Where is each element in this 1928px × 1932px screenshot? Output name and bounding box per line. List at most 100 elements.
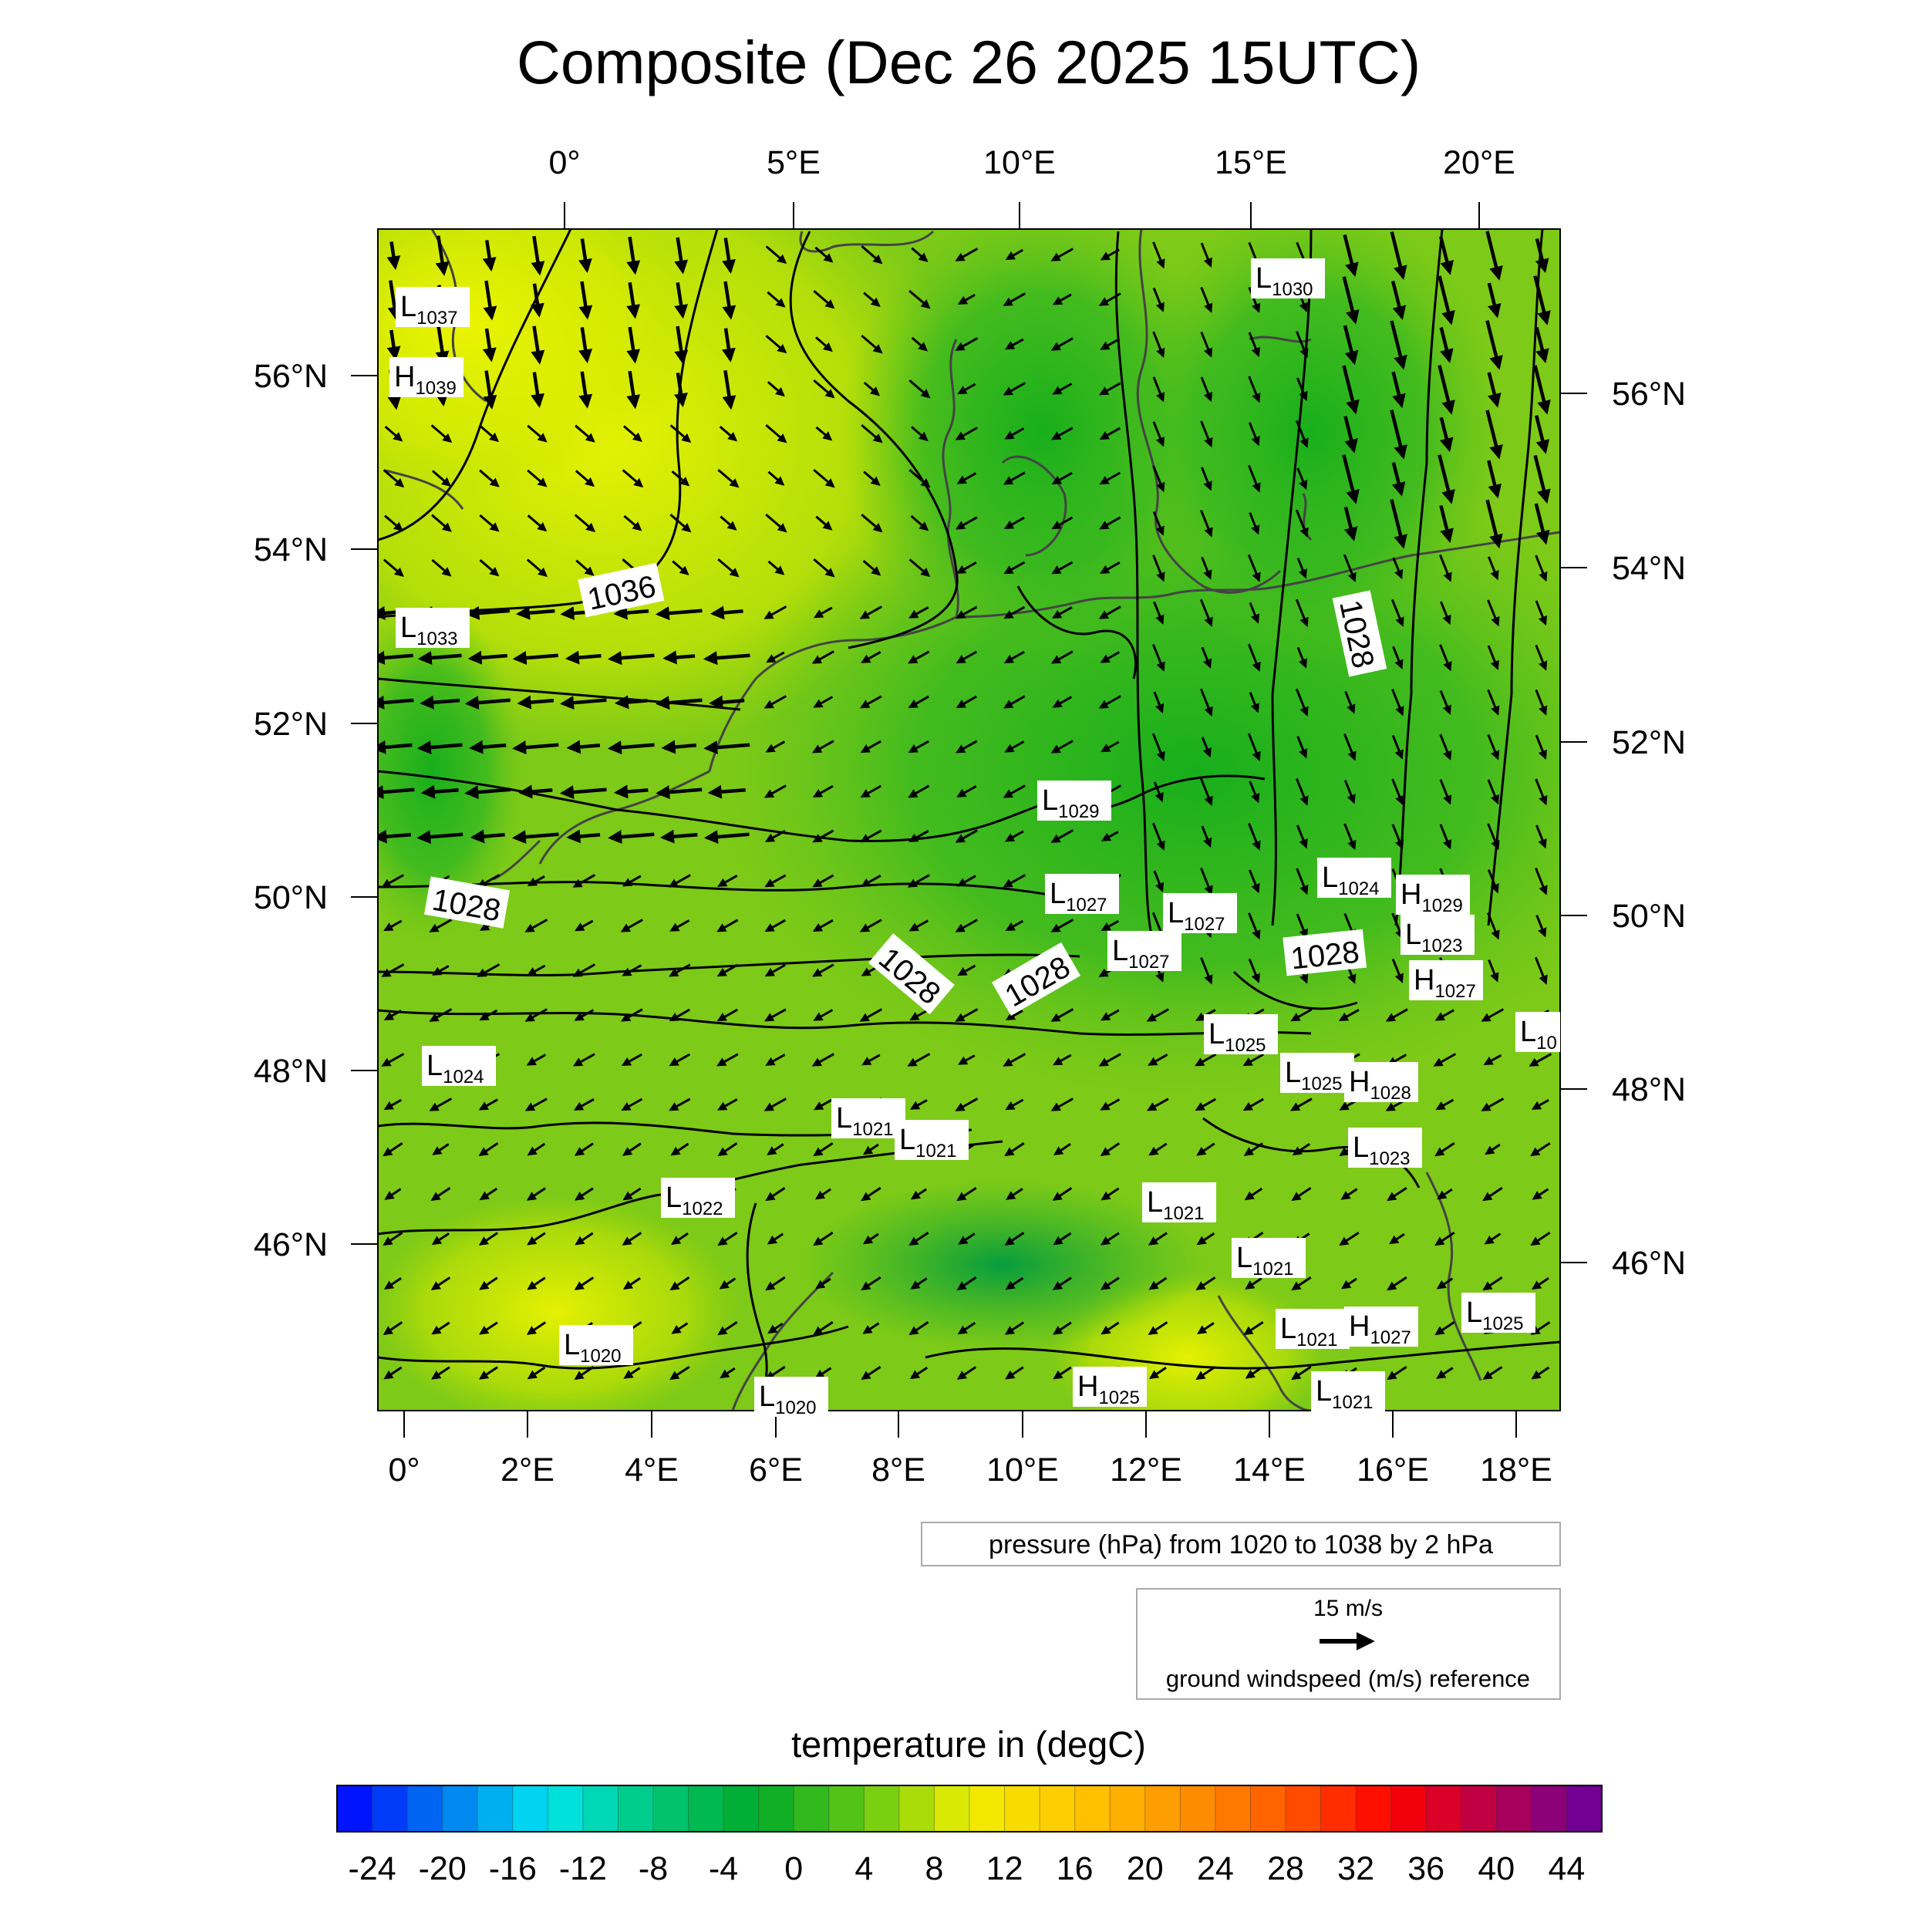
wind-arrow bbox=[1006, 1188, 1023, 1200]
wind-arrow bbox=[1296, 377, 1308, 402]
wind-arrow bbox=[720, 1367, 736, 1379]
wind-arrow bbox=[1249, 781, 1260, 804]
wind-arrow bbox=[478, 1232, 499, 1246]
wind-arrow bbox=[384, 425, 403, 442]
wind-arrow bbox=[1200, 331, 1213, 358]
wind-arrow bbox=[955, 516, 978, 530]
wind-arrow bbox=[479, 1009, 498, 1021]
pressure-center-text: H1029 bbox=[1400, 878, 1463, 916]
wind-arrow bbox=[1296, 868, 1309, 895]
wind-arrow bbox=[574, 1366, 595, 1381]
colorbar-tick-label: -8 bbox=[639, 1850, 668, 1887]
wind-arrow bbox=[1201, 737, 1212, 758]
wind-arrow bbox=[1535, 734, 1547, 760]
wind-arrow bbox=[1482, 1276, 1503, 1291]
colorbar-tick-label: -12 bbox=[559, 1850, 607, 1887]
wind-arrow bbox=[1487, 912, 1500, 940]
wind-arrow bbox=[1195, 1276, 1216, 1290]
wind-arrow bbox=[908, 784, 930, 798]
colorbar-tick-label: 0 bbox=[784, 1850, 803, 1887]
colorbar-tick-label: 28 bbox=[1267, 1850, 1304, 1887]
pressure-center-label: L1023 bbox=[1400, 915, 1475, 956]
wind-arrow bbox=[956, 650, 978, 664]
colorbar-title: temperature in (degC) bbox=[791, 1724, 1146, 1765]
wind-arrow bbox=[1099, 471, 1121, 485]
wind-arrow bbox=[565, 650, 602, 665]
right-lat-label: 52°N bbox=[1612, 724, 1686, 761]
colorbar-bin bbox=[1531, 1785, 1567, 1832]
wind-arrow bbox=[478, 1098, 498, 1111]
wind-arrow bbox=[1248, 822, 1261, 851]
wind-arrow bbox=[1152, 376, 1165, 403]
wind-arrow bbox=[1436, 1367, 1454, 1379]
wind-arrow bbox=[1387, 1186, 1407, 1202]
wind-legend-caption: ground windspeed (m/s) reference bbox=[1166, 1665, 1530, 1692]
wind-arrow bbox=[479, 1187, 498, 1201]
wind-arrow bbox=[1532, 1188, 1549, 1200]
top-lon-label: 5°E bbox=[767, 144, 821, 181]
wind-arrow bbox=[957, 964, 976, 976]
wind-arrow bbox=[1101, 919, 1120, 932]
wind-arrow bbox=[1004, 1141, 1025, 1157]
wind-arrow bbox=[1390, 598, 1404, 627]
wind-arrow bbox=[416, 830, 463, 845]
wind-arrow bbox=[527, 964, 546, 976]
wind-arrow bbox=[1050, 248, 1074, 261]
wind-arrow bbox=[1487, 372, 1502, 408]
wind-arrow bbox=[470, 829, 505, 844]
pressure-center-text: L1021 bbox=[1147, 1186, 1205, 1224]
wind-arrow bbox=[1392, 557, 1404, 580]
wind-arrow bbox=[669, 919, 690, 932]
pressure-center-text: H1025 bbox=[1077, 1371, 1140, 1408]
wind-arrow bbox=[716, 1008, 739, 1022]
wind-arrow bbox=[1535, 778, 1548, 806]
wind-arrow bbox=[1391, 462, 1406, 497]
wind-arrow bbox=[767, 291, 786, 308]
wind-arrow bbox=[1485, 1143, 1501, 1155]
wind-arrow bbox=[431, 1321, 450, 1335]
pressure-center-text: L1029 bbox=[1042, 784, 1100, 822]
wind-arrow bbox=[1485, 320, 1503, 370]
wind-arrow bbox=[1101, 1321, 1120, 1335]
wind-arrow bbox=[814, 1098, 833, 1111]
wind-arrow bbox=[1530, 1231, 1551, 1246]
wind-arrow bbox=[767, 560, 785, 575]
wind-arrow bbox=[767, 1232, 784, 1245]
wind-arrow bbox=[1005, 1276, 1024, 1290]
wind-arrow bbox=[1003, 874, 1026, 888]
pressure-center-text: L1037 bbox=[400, 291, 458, 329]
wind-arrow bbox=[1535, 824, 1547, 849]
wind-arrow bbox=[527, 1142, 546, 1156]
wind-arrow bbox=[655, 696, 703, 710]
wind-arrow bbox=[512, 740, 559, 755]
wind-arrow bbox=[722, 369, 736, 410]
wind-arrow bbox=[626, 236, 641, 275]
wind-arrow bbox=[1438, 275, 1455, 325]
wind-arrow bbox=[908, 558, 931, 578]
wind-arrow bbox=[1535, 326, 1549, 363]
wind-arrow bbox=[1053, 1143, 1071, 1156]
colorbar-bin bbox=[618, 1785, 654, 1832]
wind-arrow bbox=[1101, 1009, 1120, 1021]
wind-arrow bbox=[862, 1322, 880, 1334]
wind-arrow bbox=[479, 469, 500, 487]
pressure-center-label: L1024 bbox=[422, 1046, 496, 1087]
colorbar-bin bbox=[828, 1785, 865, 1832]
wind-arrow bbox=[1340, 1188, 1358, 1200]
wind-arrow bbox=[911, 336, 929, 352]
wind-arrow bbox=[815, 426, 833, 441]
wind-arrow bbox=[1534, 956, 1548, 985]
wind-arrow bbox=[622, 469, 644, 488]
left-lat-label: 54°N bbox=[254, 531, 328, 568]
wind-arrow bbox=[1248, 332, 1260, 358]
wind-arrow bbox=[1003, 516, 1025, 530]
wind-arrow bbox=[478, 1366, 498, 1380]
pressure-center-text: H1028 bbox=[1349, 1066, 1411, 1104]
wind-arrow bbox=[431, 470, 451, 487]
wind-arrow bbox=[765, 1276, 786, 1291]
wind-arrow bbox=[765, 423, 787, 443]
pressure-center-label: H1025 bbox=[1073, 1367, 1147, 1408]
left-lat-label: 56°N bbox=[254, 358, 328, 395]
wind-arrow bbox=[1003, 695, 1026, 709]
wind-arrow bbox=[1201, 556, 1212, 580]
